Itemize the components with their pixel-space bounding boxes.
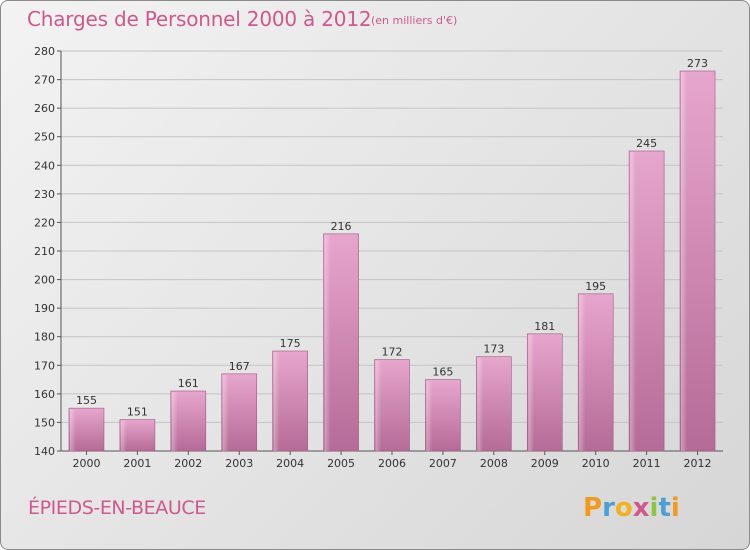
y-tick-label: 230 <box>34 188 55 201</box>
bar-highlight <box>120 420 127 451</box>
data-label-2006: 172 <box>382 346 403 359</box>
bar-highlight <box>171 392 178 451</box>
data-label-2005: 216 <box>331 220 352 233</box>
chart-title: Charges de Personnel 2000 à 2012 <box>27 7 372 31</box>
x-tick-label-2011: 2011 <box>633 457 661 470</box>
x-tick-label-2008: 2008 <box>480 457 508 470</box>
x-tick-label-2004: 2004 <box>276 457 304 470</box>
data-label-2008: 173 <box>483 343 504 356</box>
bar-highlight <box>222 374 229 451</box>
x-tick-label-2006: 2006 <box>378 457 406 470</box>
y-tick-label: 200 <box>34 274 55 287</box>
bar-highlight <box>426 380 433 451</box>
bar-highlight <box>273 352 280 451</box>
commune-name: ÉPIEDS-EN-BEAUCE <box>28 497 206 519</box>
x-tick-label-2010: 2010 <box>582 457 610 470</box>
data-label-2001: 151 <box>127 406 148 419</box>
data-label-2009: 181 <box>534 320 555 333</box>
svg-text:Proxiti: Proxiti <box>583 493 680 523</box>
proxiti-logo: Proxiti <box>583 493 680 523</box>
x-tick-label-2000: 2000 <box>72 457 100 470</box>
data-label-2012: 273 <box>687 57 708 70</box>
y-tick-label: 240 <box>34 159 55 172</box>
y-tick-label: 250 <box>34 131 55 144</box>
chart-subtitle: (en milliers d'€) <box>371 14 458 27</box>
y-tick-label: 170 <box>34 359 55 372</box>
bar-highlight <box>375 360 382 451</box>
y-tick-label: 180 <box>34 331 55 344</box>
x-tick-label-2007: 2007 <box>429 457 457 470</box>
y-tick-label: 220 <box>34 216 55 229</box>
y-tick-label: 270 <box>34 74 55 87</box>
bar-highlight <box>630 152 637 451</box>
grid-lines <box>61 50 723 452</box>
x-tick-label-2012: 2012 <box>684 457 712 470</box>
labels: 140 150 160 170 180 190 200 210 220 230 240 250 260 2… <box>34 45 712 470</box>
bar-highlight <box>324 234 331 451</box>
x-tick-label-2005: 2005 <box>327 457 355 470</box>
y-tick-label: 260 <box>34 102 55 115</box>
data-label-2003: 167 <box>229 360 250 373</box>
y-tick-label: 160 <box>34 388 55 401</box>
data-label-2004: 175 <box>280 337 301 350</box>
data-label-2011: 245 <box>636 137 657 150</box>
x-tick-label-2003: 2003 <box>225 457 253 470</box>
bar-highlight <box>681 72 688 451</box>
data-label-2000: 155 <box>76 394 97 407</box>
y-tick-label: 140 <box>34 445 55 458</box>
data-label-2010: 195 <box>585 280 606 293</box>
y-tick-label: 210 <box>34 245 55 258</box>
bar-highlight <box>528 334 535 451</box>
y-tick-label: 150 <box>34 416 55 429</box>
data-label-2002: 161 <box>178 377 199 390</box>
bar-highlight <box>69 409 76 451</box>
bar-highlight <box>477 357 484 451</box>
x-tick-label-2009: 2009 <box>531 457 559 470</box>
x-tick-label-2002: 2002 <box>174 457 202 470</box>
bars <box>68 70 716 452</box>
bar-highlight <box>579 294 586 451</box>
x-tick-label-2001: 2001 <box>123 457 151 470</box>
data-label-2007: 165 <box>432 366 453 379</box>
y-tick-label: 190 <box>34 302 55 315</box>
y-tick-label: 280 <box>34 45 55 58</box>
